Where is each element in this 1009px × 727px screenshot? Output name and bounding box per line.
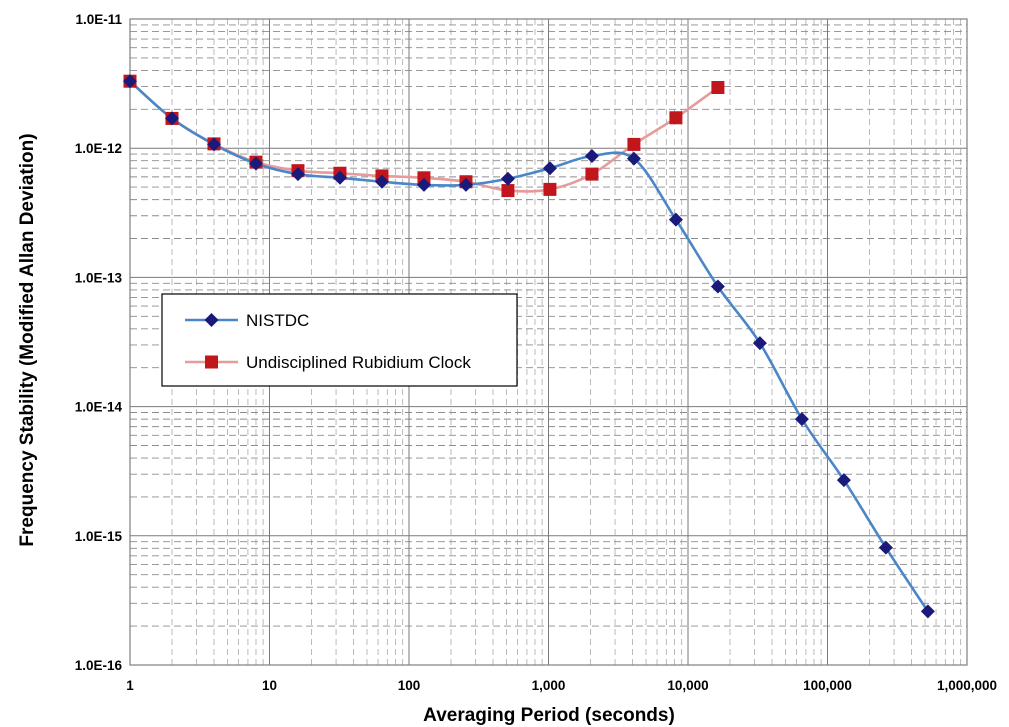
data-point-rubidium bbox=[669, 111, 683, 125]
legend-label-rubidium: Undisciplined Rubidium Clock bbox=[246, 353, 471, 372]
data-point-nistdc bbox=[290, 167, 305, 182]
x-tick-label: 10,000 bbox=[667, 678, 708, 693]
data-point-nistdc bbox=[542, 161, 557, 176]
data-point-rubidium bbox=[627, 137, 641, 151]
x-tick-label: 100 bbox=[398, 678, 421, 693]
x-axis-tick-labels: 1 10 100 1,000 10,000 100,000 1,000,000 bbox=[126, 678, 997, 693]
data-point-nistdc bbox=[836, 473, 851, 488]
data-point-nistdc bbox=[374, 174, 389, 189]
y-tick-label: 1.0E-16 bbox=[75, 658, 123, 673]
data-point-nistdc bbox=[164, 111, 179, 126]
y-axis-title: Frequency Stability (Modified Allan Devi… bbox=[17, 133, 38, 546]
x-axis-title: Averaging Period (seconds) bbox=[423, 705, 675, 726]
legend-marker-nistdc bbox=[204, 313, 219, 327]
legend-marker-rubidium bbox=[205, 355, 218, 369]
y-tick-label: 1.0E-11 bbox=[75, 12, 122, 27]
data-point-nistdc bbox=[123, 74, 137, 89]
data-point-nistdc bbox=[458, 177, 473, 192]
legend-label-nistdc: NISTDC bbox=[246, 311, 309, 330]
data-point-nistdc bbox=[878, 540, 893, 555]
data-point-rubidium bbox=[585, 167, 599, 181]
data-point-nistdc bbox=[416, 177, 431, 192]
series-layer bbox=[123, 74, 935, 619]
data-point-rubidium bbox=[711, 80, 725, 94]
x-tick-label: 1,000 bbox=[532, 678, 566, 693]
x-tick-label: 1 bbox=[126, 678, 134, 693]
plot-area-border bbox=[129, 18, 968, 666]
x-tick-label: 100,000 bbox=[803, 678, 852, 693]
y-tick-label: 1.0E-15 bbox=[75, 529, 123, 544]
data-point-nistdc bbox=[626, 151, 641, 166]
data-point-rubidium bbox=[417, 171, 431, 185]
y-tick-label: 1.0E-12 bbox=[75, 141, 122, 156]
data-point-nistdc bbox=[794, 412, 809, 427]
data-point-nistdc bbox=[710, 279, 725, 294]
data-point-nistdc bbox=[248, 156, 263, 171]
y-tick-label: 1.0E-13 bbox=[75, 270, 123, 285]
legend: NISTDC Undisciplined Rubidium Clock bbox=[161, 293, 518, 387]
data-point-nistdc bbox=[584, 149, 599, 164]
y-axis-tick-labels: 1.0E-11 1.0E-12 1.0E-13 1.0E-14 1.0E-15 1.0E-… bbox=[75, 12, 123, 673]
y-tick-label: 1.0E-14 bbox=[75, 400, 123, 415]
data-point-nistdc bbox=[206, 137, 221, 152]
data-point-nistdc bbox=[332, 170, 347, 185]
legend-box bbox=[161, 293, 518, 387]
data-point-nistdc bbox=[752, 336, 767, 351]
data-point-nistdc bbox=[500, 171, 515, 186]
data-point-rubidium bbox=[543, 182, 557, 196]
data-point-rubidium bbox=[501, 184, 515, 198]
data-point-nistdc bbox=[668, 212, 683, 227]
x-tick-label: 1,000,000 bbox=[937, 678, 997, 693]
x-tick-label: 10 bbox=[262, 678, 277, 693]
data-point-nistdc bbox=[920, 604, 935, 619]
